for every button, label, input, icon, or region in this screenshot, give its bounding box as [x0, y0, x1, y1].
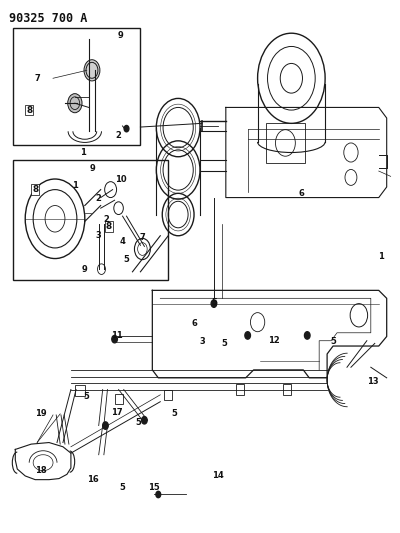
- Text: 19: 19: [35, 409, 47, 418]
- Text: 90325 700 A: 90325 700 A: [9, 12, 88, 25]
- Bar: [13, 28, 140, 144]
- Bar: [164, 390, 172, 400]
- Circle shape: [142, 417, 147, 424]
- Circle shape: [112, 335, 117, 343]
- Text: 6: 6: [191, 319, 197, 328]
- Bar: [13, 160, 168, 280]
- Text: 12: 12: [268, 336, 279, 345]
- Circle shape: [103, 422, 108, 429]
- Text: 1: 1: [378, 253, 384, 262]
- Text: 7: 7: [140, 233, 145, 242]
- Text: 2: 2: [96, 194, 102, 203]
- Text: 6: 6: [298, 189, 304, 198]
- Text: 8: 8: [32, 185, 38, 194]
- Text: 1: 1: [72, 181, 78, 190]
- Text: 5: 5: [84, 392, 90, 401]
- Text: 5: 5: [330, 337, 336, 346]
- Circle shape: [304, 332, 310, 339]
- Text: 9: 9: [118, 31, 124, 41]
- Text: 13: 13: [367, 377, 379, 386]
- Text: 5: 5: [120, 483, 126, 492]
- Text: 2: 2: [116, 131, 122, 140]
- Text: 4: 4: [120, 237, 126, 246]
- Text: 9: 9: [90, 164, 96, 173]
- Circle shape: [84, 60, 100, 81]
- Text: 14: 14: [212, 471, 224, 480]
- Bar: [114, 394, 122, 405]
- Text: 3: 3: [199, 337, 205, 346]
- Text: 2: 2: [104, 215, 110, 224]
- Text: 5: 5: [124, 255, 130, 264]
- Text: 5: 5: [221, 339, 227, 348]
- Text: 15: 15: [148, 483, 160, 492]
- Text: 11: 11: [111, 331, 122, 340]
- Bar: [266, 123, 305, 163]
- Text: 5: 5: [136, 418, 141, 427]
- Text: 5: 5: [171, 409, 177, 418]
- Text: 1: 1: [80, 148, 86, 157]
- Text: 17: 17: [111, 408, 122, 417]
- Text: 8: 8: [106, 222, 112, 231]
- Text: 18: 18: [35, 466, 47, 475]
- Text: 8: 8: [26, 106, 32, 115]
- Text: 5: 5: [211, 297, 217, 306]
- Circle shape: [124, 125, 129, 132]
- Text: 16: 16: [87, 475, 99, 484]
- Text: 3: 3: [96, 231, 102, 240]
- Bar: [75, 385, 85, 396]
- Circle shape: [211, 300, 217, 308]
- Circle shape: [245, 332, 250, 339]
- Text: 10: 10: [115, 174, 126, 183]
- Text: 9: 9: [82, 265, 88, 273]
- Circle shape: [156, 491, 161, 498]
- Bar: [236, 384, 244, 395]
- Bar: [284, 384, 291, 395]
- Circle shape: [68, 94, 82, 113]
- Text: 7: 7: [34, 74, 40, 83]
